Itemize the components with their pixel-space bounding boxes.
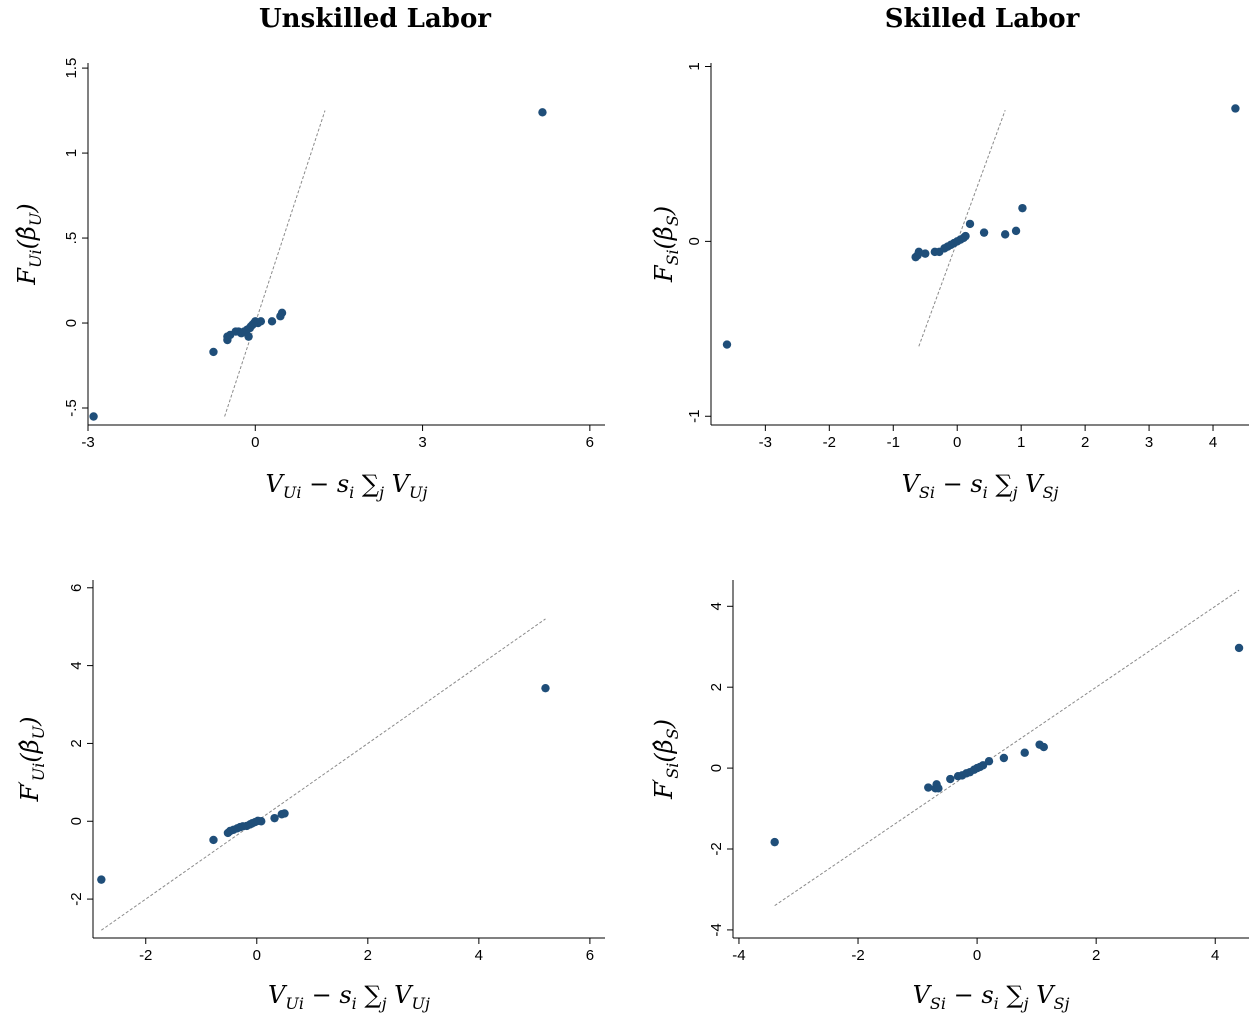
x-tick-label: 3 [418, 434, 426, 451]
data-point [914, 247, 924, 257]
x-axis-label: VSi − si ∑j VSj [913, 981, 1070, 1013]
x-tick-label: -4 [732, 947, 745, 964]
column-title-unskilled: Unskilled Labor [259, 4, 491, 34]
y-tick-label: -4 [708, 923, 725, 936]
x-axis-label: VSi − si ∑j VSj [902, 470, 1059, 502]
data-point [984, 757, 994, 766]
x-tick-label: -1 [887, 434, 900, 451]
data-point [1000, 230, 1010, 239]
x-tick-label: -2 [823, 434, 836, 451]
y-tick-label: 0 [708, 764, 725, 772]
data-point [1011, 226, 1021, 236]
data-point [1231, 104, 1240, 113]
data-point [257, 817, 266, 826]
x-tick-label: -2 [851, 947, 864, 964]
data-point [921, 249, 930, 258]
x-tick-label: 2 [1092, 947, 1100, 964]
y-axis-label: F′Ui(β̂U) [15, 716, 48, 802]
data-point [770, 837, 779, 847]
y-tick-label: .5 [63, 232, 80, 245]
panel-unskilled-fprime: -2 0 2 4 6 -2 0 2 4 6 VUi − si ∑j VUj F′Ui(β̂U) [15, 580, 605, 1013]
data-point [934, 784, 943, 793]
y-tick-label: 0 [63, 319, 80, 327]
data-point [722, 340, 732, 349]
x-tick-label: -3 [81, 434, 94, 451]
data-point [1039, 742, 1048, 752]
panel-unskilled-f: -3 0 3 6 -.5 0 .5 1 1.5 VUi − si ∑j VUj FUi(β̂U) [13, 58, 605, 502]
x-tick-label: 4 [475, 947, 483, 964]
x-tick-label: 2 [364, 947, 372, 964]
x-tick-label: 4 [1211, 947, 1219, 964]
y-tick-label: -2 [708, 842, 725, 855]
x-tick-label: 0 [953, 434, 961, 451]
y-tick-label: 0 [68, 817, 85, 825]
data-point [97, 875, 106, 884]
reference-line [101, 618, 546, 931]
y-axis-label: FUi(β̂U) [13, 203, 45, 285]
y-tick-label: 0 [686, 237, 703, 245]
data-point [999, 753, 1009, 763]
y-tick-label: 4 [708, 602, 725, 610]
x-tick-label: 6 [586, 947, 594, 964]
panel-skilled-fprime: -4 -2 0 2 4 -4 -2 0 2 4 VSi − si ∑j VSj F′Si(β̂S) [649, 580, 1249, 1013]
reference-line [918, 110, 1006, 347]
x-tick-label: 4 [1209, 434, 1217, 451]
y-axis-label: FSi(β̂S) [650, 206, 682, 283]
x-tick-label: 0 [253, 947, 261, 964]
data-point [267, 317, 277, 326]
y-tick-label: -2 [68, 892, 85, 905]
data-point [1234, 643, 1244, 653]
y-tick-label: 1.5 [63, 58, 80, 79]
x-axis-label: VUi − si ∑j VUj [268, 981, 430, 1013]
reference-line [774, 589, 1240, 907]
x-tick-label: 6 [586, 434, 594, 451]
data-point [280, 809, 289, 818]
data-point [961, 231, 970, 241]
data-point [89, 412, 98, 421]
data-point [244, 332, 253, 341]
x-tick-label: 1 [1017, 434, 1025, 451]
data-point [965, 219, 975, 229]
y-tick-label: -.5 [63, 399, 80, 417]
y-tick-label: 4 [68, 661, 85, 669]
y-tick-label: 1 [686, 62, 703, 70]
x-tick-label: 0 [973, 947, 981, 964]
column-title-skilled: Skilled Labor [885, 4, 1080, 34]
data-point [1018, 203, 1027, 213]
data-point [209, 347, 218, 357]
data-point [209, 835, 218, 845]
y-tick-label: 2 [708, 683, 725, 691]
x-tick-label: -2 [139, 947, 152, 964]
x-tick-label: 0 [251, 434, 259, 451]
data-point [270, 813, 279, 823]
y-tick-label: -1 [686, 410, 703, 423]
y-tick-label: 2 [68, 739, 85, 747]
data-point [1020, 748, 1029, 757]
x-tick-label: -3 [759, 434, 772, 451]
data-point [541, 683, 550, 693]
data-point [538, 108, 547, 117]
data-point [979, 228, 989, 237]
data-point [978, 761, 988, 770]
y-axis-label: F′Si(β̂S) [649, 719, 682, 800]
data-point [256, 317, 266, 326]
y-tick-label: 1 [63, 149, 80, 157]
data-point [924, 783, 933, 792]
x-axis-label: VUi − si ∑j VUj [266, 470, 428, 502]
y-tick-label: 6 [68, 584, 85, 592]
x-tick-label: 3 [1145, 434, 1153, 451]
data-point [946, 774, 955, 784]
reference-line [224, 110, 326, 417]
data-point [277, 308, 287, 318]
x-tick-label: 2 [1081, 434, 1089, 451]
panel-skilled-f: -3 -2 -1 0 1 2 3 4 -1 0 1 VSi − si ∑j VSj FSi(β̂S) [650, 62, 1249, 502]
